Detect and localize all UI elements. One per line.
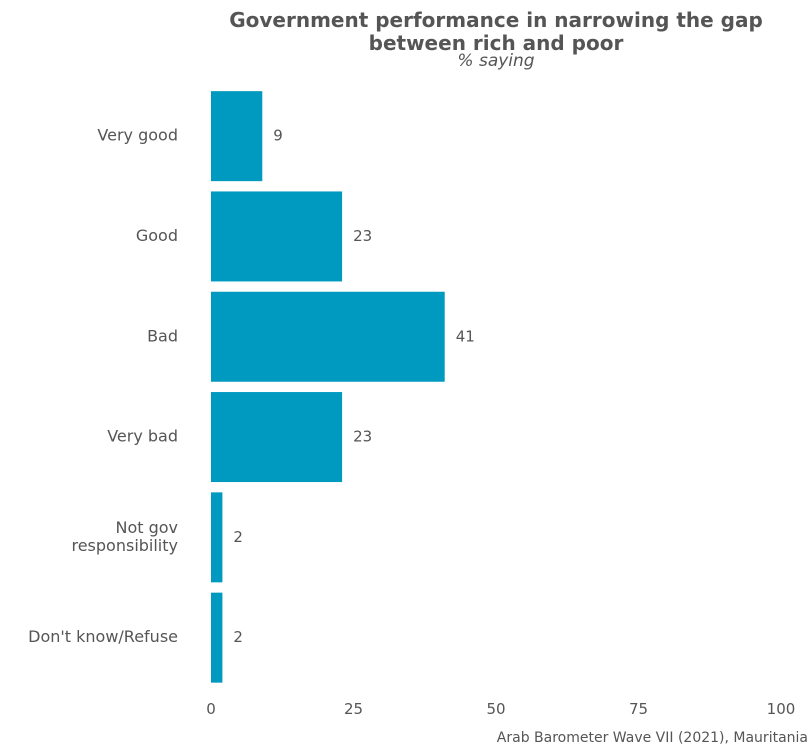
bar-0 [211, 91, 263, 182]
chart-title-line-2: between rich and poor [368, 31, 624, 55]
chart-title-line-1: Government performance in narrowing the … [229, 8, 763, 32]
category-label-5: Don't know/Refuse [28, 627, 178, 646]
value-label-1: 23 [353, 227, 372, 245]
bars-layer [211, 91, 445, 683]
x-tick-label-2: 50 [486, 700, 505, 718]
category-label-0: Very good [97, 126, 178, 145]
x-tick-label-4: 100 [767, 700, 796, 718]
chart-subtitle: % saying [457, 51, 535, 71]
bar-4 [211, 492, 223, 583]
x-tick-label-3: 75 [629, 700, 648, 718]
value-label-0: 9 [273, 127, 283, 145]
value-label-3: 23 [353, 428, 372, 446]
category-label-1: Good [136, 226, 178, 245]
chart-caption: Arab Barometer Wave VII (2021), Mauritan… [496, 730, 808, 746]
bar-5 [211, 592, 223, 683]
x-axis-ticks-layer: 0 25 50 75 100 [206, 700, 795, 718]
category-label-4: Not gov responsibility [71, 518, 178, 555]
category-labels-layer: Very good Good Bad Very bad Not gov responsib… [28, 126, 178, 647]
bar-2 [211, 291, 445, 382]
value-label-5: 2 [233, 628, 243, 646]
value-label-4: 2 [233, 528, 243, 546]
value-label-2: 41 [456, 327, 475, 345]
value-labels-layer: 9 23 41 23 2 2 [233, 127, 474, 647]
category-label-2: Bad [147, 326, 178, 345]
category-label-3: Very bad [107, 427, 178, 446]
x-tick-label-0: 0 [206, 700, 216, 718]
bar-3 [211, 392, 343, 483]
x-tick-label-1: 25 [344, 700, 363, 718]
bar-1 [211, 191, 343, 282]
